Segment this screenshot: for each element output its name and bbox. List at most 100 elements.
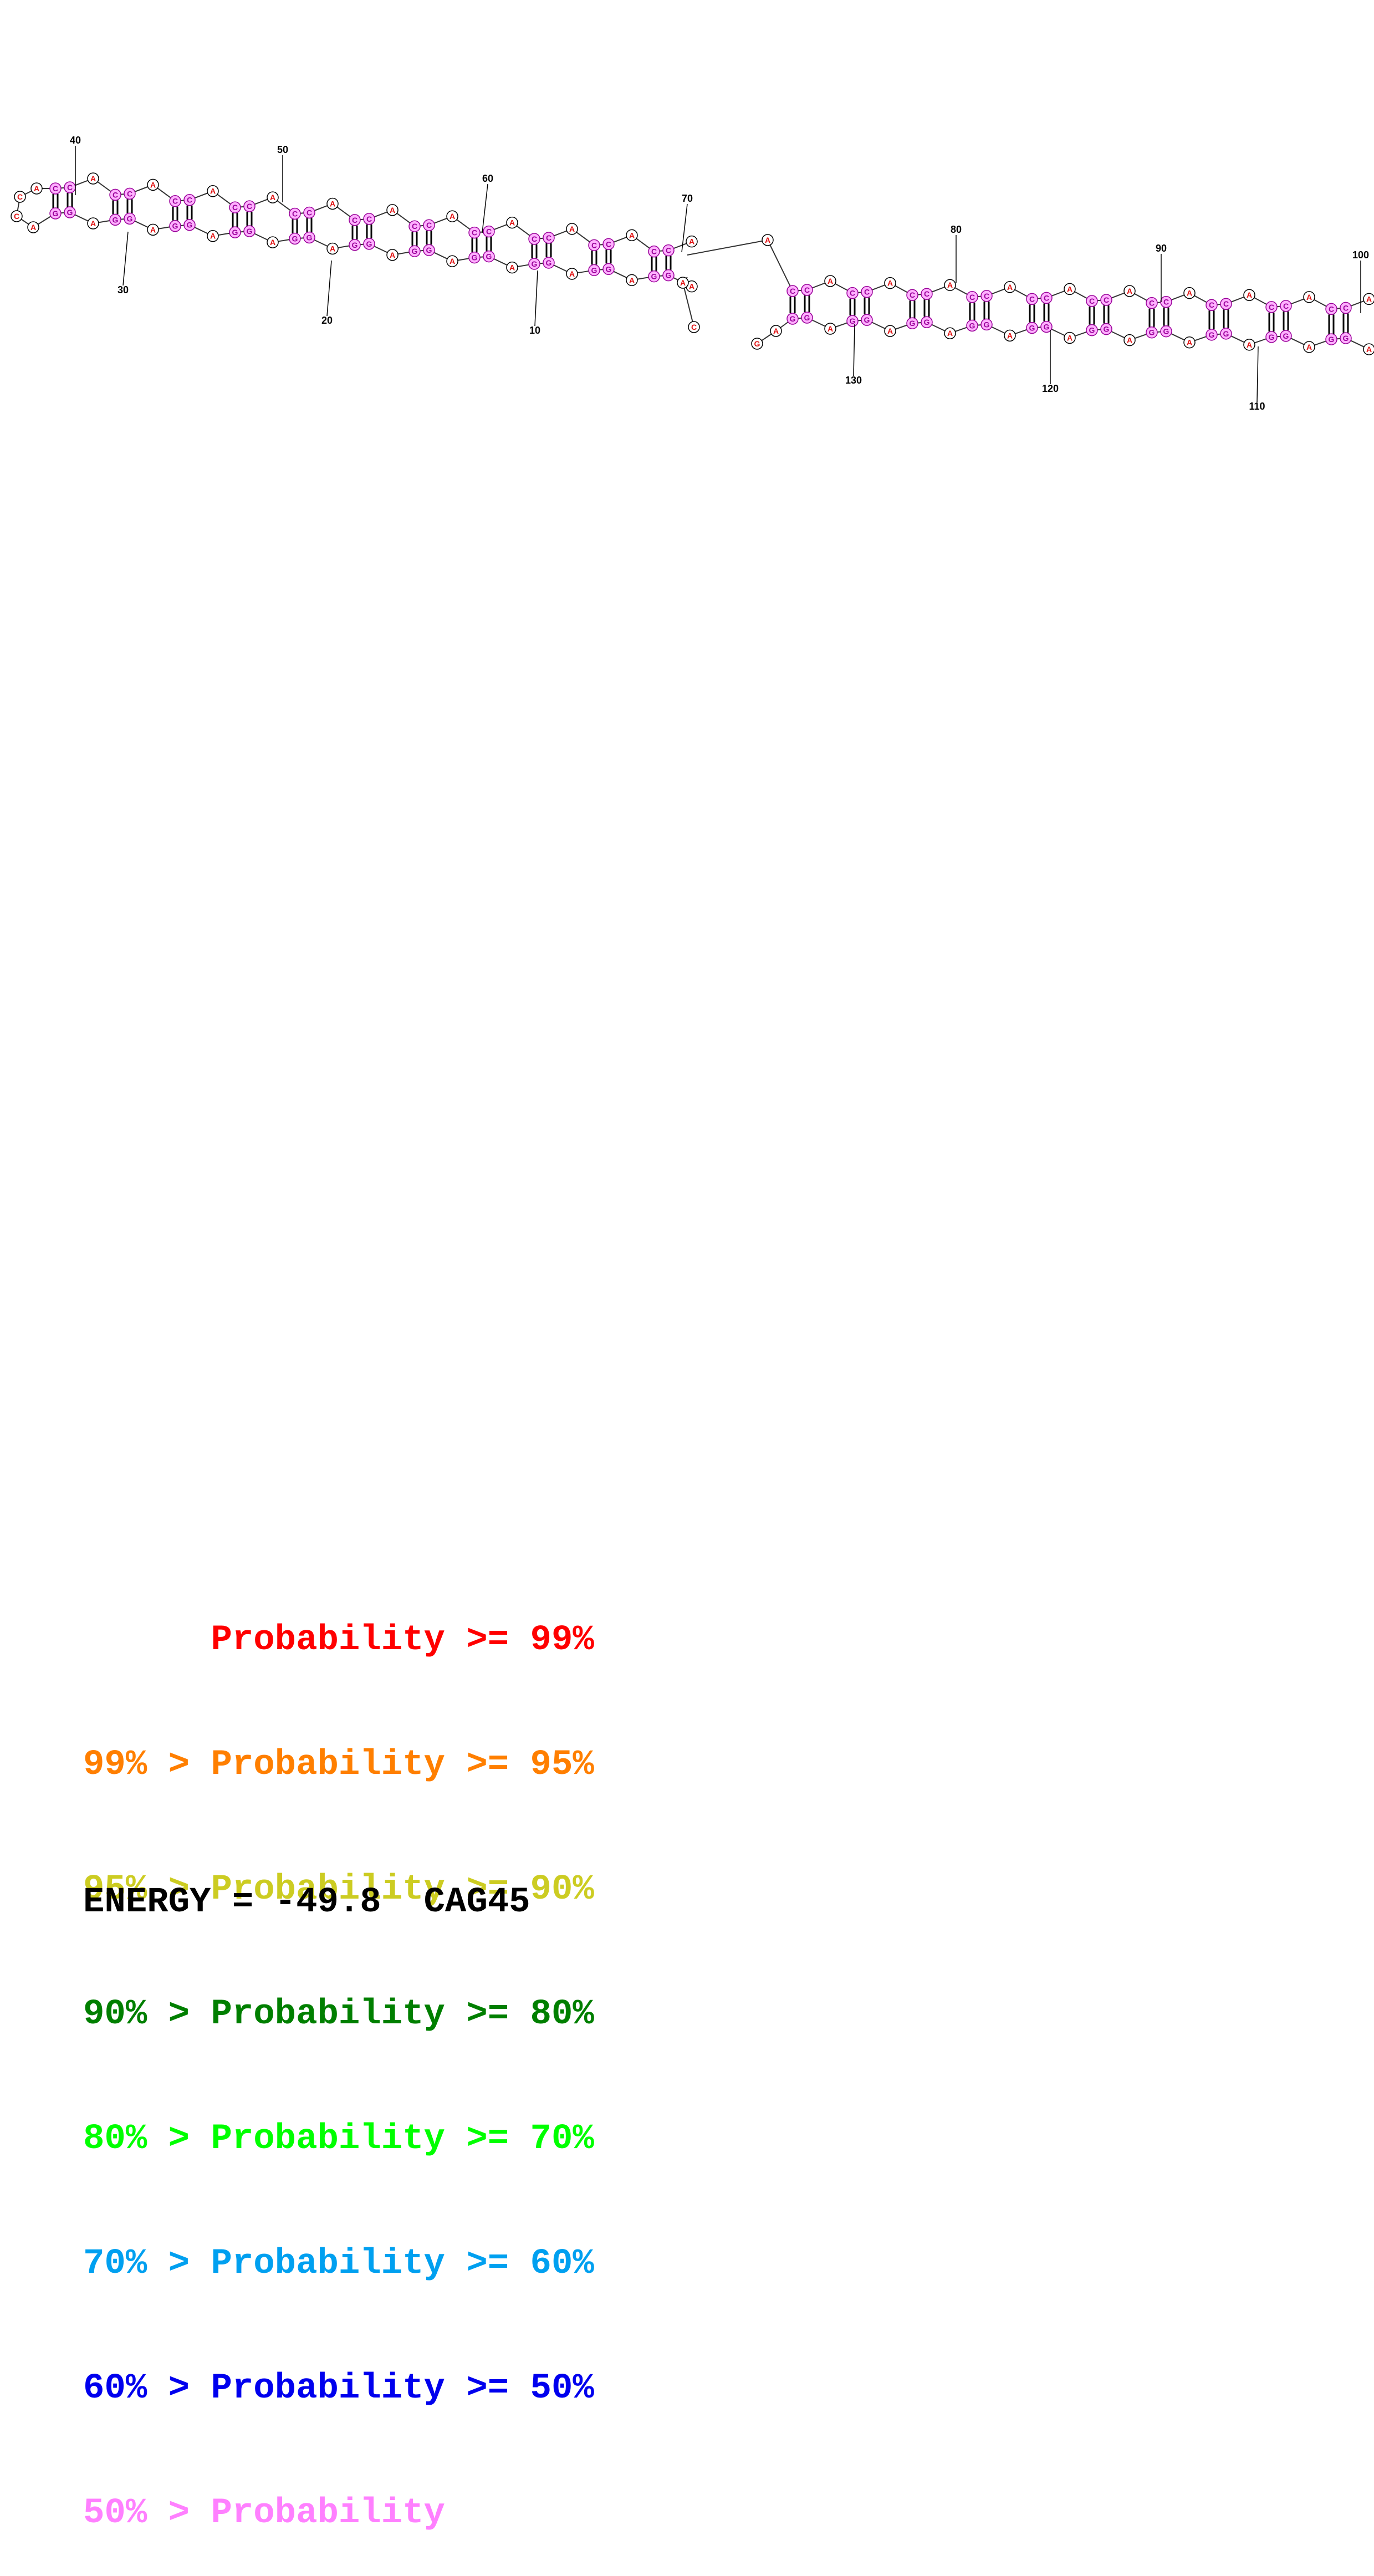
paired-nucleotide: G bbox=[662, 269, 675, 282]
nucleotide-letter: G bbox=[606, 264, 612, 273]
position-label: 50 bbox=[277, 144, 288, 155]
paired-nucleotide: C bbox=[662, 244, 675, 257]
backbone-segment bbox=[682, 282, 694, 328]
position-label: 90 bbox=[1156, 243, 1167, 254]
paired-nucleotide: G bbox=[846, 315, 859, 327]
position-tick bbox=[853, 324, 855, 376]
nucleotide-letter: G bbox=[1329, 335, 1335, 344]
nucleotide-letter: A bbox=[1067, 284, 1072, 293]
nucleotide-letter: C bbox=[426, 221, 432, 229]
paired-nucleotide: C bbox=[588, 239, 600, 252]
nucleotide-letter: A bbox=[150, 180, 156, 189]
unpaired-nucleotide: A bbox=[30, 182, 43, 195]
paired-nucleotide: G bbox=[648, 270, 660, 283]
nucleotide-letter: C bbox=[910, 290, 915, 299]
paired-nucleotide: G bbox=[966, 319, 978, 332]
nucleotide-letter: C bbox=[591, 241, 597, 249]
nucleotide-letter: C bbox=[790, 287, 795, 295]
paired-nucleotide: G bbox=[1265, 331, 1278, 343]
position-label: 40 bbox=[70, 135, 81, 146]
unpaired-nucleotide: A bbox=[386, 249, 399, 261]
nucleotide-letter: G bbox=[864, 315, 870, 324]
paired-nucleotide: C bbox=[1206, 299, 1218, 311]
paired-nucleotide: C bbox=[1026, 293, 1038, 305]
nucleotide-letter: G bbox=[1283, 331, 1289, 340]
nucleotide-letter: G bbox=[532, 259, 538, 268]
nucleotide-letter: G bbox=[1223, 329, 1229, 338]
unpaired-nucleotide: A bbox=[1004, 281, 1016, 293]
unpaired-nucleotide: A bbox=[824, 323, 836, 335]
nucleotide-letter: G bbox=[127, 214, 133, 223]
nucleotide-letter: C bbox=[366, 215, 372, 223]
nucleotide-letter: A bbox=[509, 263, 515, 272]
paired-nucleotide: G bbox=[49, 207, 62, 220]
nucleotide-letter: C bbox=[53, 184, 58, 193]
paired-nucleotide: G bbox=[786, 313, 799, 325]
nucleotide-letter: A bbox=[680, 278, 686, 287]
nucleotide-letter: G bbox=[1044, 322, 1050, 331]
nucleotide-letter: A bbox=[947, 280, 953, 289]
nucleotide-letter: C bbox=[486, 227, 492, 236]
nucleotide-letter: A bbox=[1366, 345, 1372, 354]
unpaired-nucleotide: A bbox=[1363, 293, 1374, 305]
position-tick bbox=[326, 260, 332, 317]
nucleotide-letter: C bbox=[864, 288, 870, 297]
paired-nucleotide: C bbox=[1146, 297, 1158, 309]
unpaired-nucleotide: A bbox=[1123, 334, 1136, 346]
position-tick bbox=[681, 203, 688, 253]
unpaired-nucleotide: A bbox=[386, 204, 399, 216]
nucleotide-letter: G bbox=[591, 266, 597, 274]
unpaired-nucleotide: C bbox=[11, 210, 23, 222]
unpaired-nucleotide: A bbox=[326, 197, 339, 210]
paired-nucleotide: G bbox=[124, 212, 136, 225]
rna-secondary-structure-diagram: C G C G A A C G C G A A C G C G A A C G C G A A C G C G A A C G C G A A C G C G… bbox=[11, 135, 1374, 412]
paired-nucleotide: G bbox=[906, 317, 918, 329]
nucleotide-letter: G bbox=[53, 209, 59, 218]
unpaired-nucleotide: A bbox=[677, 277, 689, 289]
unpaired-nucleotide: A bbox=[566, 223, 578, 235]
nucleotide-letter: C bbox=[292, 209, 298, 218]
nucleotide-letter: C bbox=[606, 239, 611, 248]
unpaired-nucleotide: A bbox=[87, 172, 99, 185]
position-label: 110 bbox=[1249, 401, 1265, 412]
paired-nucleotide: C bbox=[1280, 300, 1292, 312]
nucleotide-letter: C bbox=[1283, 302, 1289, 310]
unpaired-nucleotide: A bbox=[446, 210, 458, 222]
nucleotide-letter: G bbox=[910, 319, 916, 328]
paired-nucleotide: C bbox=[229, 201, 241, 213]
paired-nucleotide: C bbox=[1160, 295, 1172, 308]
nucleotide-letter: C bbox=[850, 289, 855, 298]
paired-nucleotide: C bbox=[1340, 302, 1352, 314]
paired-nucleotide: C bbox=[64, 181, 76, 193]
unpaired-nucleotide: A bbox=[944, 279, 956, 291]
paired-nucleotide: C bbox=[289, 207, 301, 220]
paired-nucleotide: G bbox=[980, 318, 993, 331]
nucleotide-letter: G bbox=[426, 246, 432, 254]
paired-nucleotide: G bbox=[588, 264, 600, 277]
paired-nucleotide: C bbox=[846, 287, 859, 299]
nucleotide-letter: G bbox=[412, 247, 418, 256]
nucleotide-letter: C bbox=[67, 183, 73, 192]
nucleotide-letter: A bbox=[1067, 333, 1072, 342]
paired-nucleotide: G bbox=[229, 226, 241, 238]
nucleotide-letter: G bbox=[1149, 328, 1155, 337]
nucleotide-letter: C bbox=[247, 202, 252, 211]
nucleotide-letter: C bbox=[546, 233, 551, 242]
nucleotide-letter: G bbox=[172, 222, 178, 231]
nucleotide-letter: A bbox=[887, 279, 893, 288]
unpaired-nucleotide: A bbox=[326, 242, 339, 255]
nucleotide-letter: A bbox=[330, 199, 335, 208]
paired-nucleotide: C bbox=[1040, 292, 1053, 304]
nucleotide-letter: C bbox=[969, 293, 975, 302]
nucleotide-letter: C bbox=[1163, 298, 1169, 307]
nucleotide-letter: A bbox=[1187, 338, 1192, 347]
nucleotide-letter: C bbox=[1209, 300, 1214, 309]
base-pair-layer bbox=[52, 193, 1349, 334]
paired-nucleotide: G bbox=[483, 250, 495, 263]
nucleotide-letter: C bbox=[14, 212, 19, 221]
nucleotide-letter: C bbox=[352, 216, 357, 225]
paired-nucleotide: C bbox=[921, 288, 933, 300]
paired-nucleotide: C bbox=[468, 226, 481, 239]
paired-nucleotide: G bbox=[468, 251, 481, 264]
paired-nucleotide: G bbox=[1086, 324, 1098, 336]
